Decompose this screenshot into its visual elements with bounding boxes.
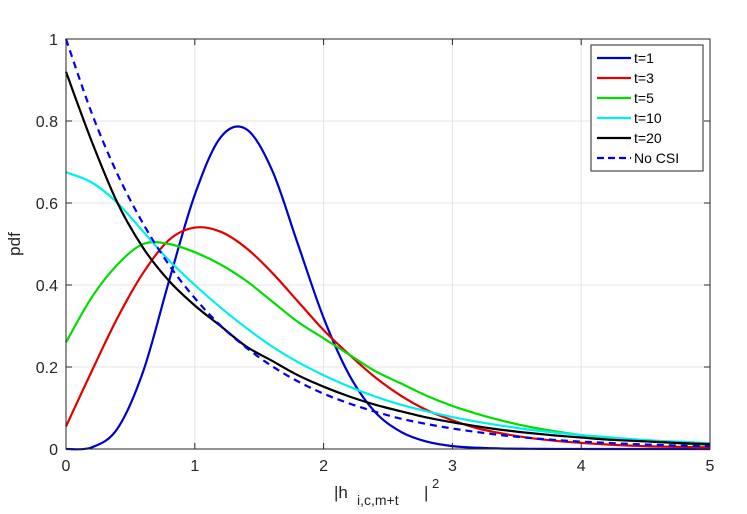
y-tick-label: 0.8 (36, 114, 58, 131)
series-line-t-3 (65, 226, 711, 449)
legend: t=1 t=3 t=5 t=10 t=20 No CSI (590, 44, 704, 172)
x-axis-title-subscript: i,c,m+t (357, 492, 399, 508)
plot-frame (65, 38, 711, 450)
y-tick-label: 0.4 (36, 278, 58, 295)
y-axis-title: pdf (5, 232, 24, 256)
legend-label: t=5 (634, 90, 654, 106)
series-line-no-csi (64, 38, 711, 448)
legend-label: No CSI (634, 150, 679, 166)
x-axis-title: |h i,c,m+t | 2 (334, 476, 439, 508)
axis-ticks: 0 1 2 3 4 5 0 0.2 0.4 0.6 0.8 1 (36, 32, 715, 475)
series-line-t-20 (64, 71, 711, 446)
series-line-t-10 (65, 171, 711, 445)
x-tick-label: 2 (319, 458, 328, 475)
legend-label: t=10 (634, 110, 662, 126)
legend-label: t=3 (634, 70, 654, 86)
x-axis-title-base: |h (334, 483, 348, 502)
series-lines (64, 38, 711, 451)
x-tick-label: 4 (577, 458, 586, 475)
legend-box (590, 44, 704, 172)
x-tick-label: 5 (706, 458, 715, 475)
y-tick-label: 0.2 (36, 360, 58, 377)
x-axis-title-superscript: 2 (432, 476, 439, 491)
y-tick-label: 0.6 (36, 196, 58, 213)
x-tick-label: 3 (448, 458, 457, 475)
x-tick-label: 1 (190, 458, 199, 475)
legend-label: t=20 (634, 130, 662, 146)
x-axis-title-suffix: | (424, 483, 428, 502)
y-tick-label: 1 (49, 32, 58, 49)
x-tick-label: 0 (62, 458, 71, 475)
legend-label: t=1 (634, 50, 654, 66)
y-tick-label: 0 (49, 442, 58, 459)
